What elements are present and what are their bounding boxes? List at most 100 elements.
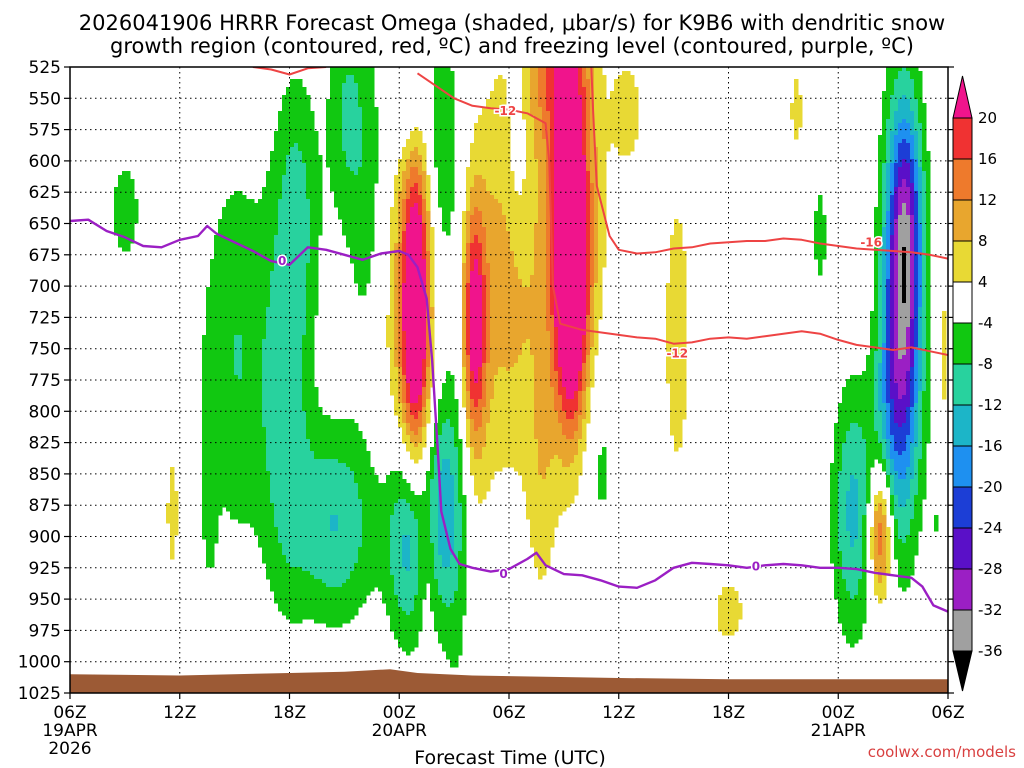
omega-cell [330, 479, 335, 484]
omega-cell [286, 507, 291, 512]
omega-cell [334, 495, 339, 500]
omega-cell [358, 599, 363, 604]
omega-cell [354, 271, 359, 276]
omega-cell [258, 427, 263, 432]
omega-cell [294, 379, 299, 384]
omega-cell [330, 127, 335, 132]
omega-cell [398, 295, 403, 300]
omega-cell [326, 515, 331, 520]
omega-cell [398, 351, 403, 356]
omega-cell [238, 191, 243, 196]
omega-cell [270, 271, 275, 276]
omega-cell [398, 243, 403, 248]
omega-cell [122, 171, 127, 176]
omega-cell [410, 399, 415, 404]
omega-cell [238, 199, 243, 204]
omega-cell [402, 531, 407, 536]
omega-cell [290, 223, 295, 228]
omega-cell [282, 415, 287, 420]
omega-cell [298, 151, 303, 156]
omega-cell [366, 471, 371, 476]
omega-cell [346, 107, 351, 112]
omega-cell [274, 203, 279, 208]
omega-cell [302, 511, 307, 516]
omega-cell [370, 159, 375, 164]
omega-cell [322, 511, 327, 516]
omega-cell [390, 611, 395, 616]
omega-cell [286, 123, 291, 128]
omega-cell [258, 207, 263, 212]
omega-cell [378, 563, 383, 568]
omega-cell [358, 199, 363, 204]
omega-cell [210, 311, 215, 316]
omega-cell [202, 431, 207, 436]
omega-cell [354, 215, 359, 220]
omega-cell [318, 199, 323, 204]
omega-cell [334, 555, 339, 560]
omega-cell [306, 299, 311, 304]
omega-cell [326, 139, 331, 144]
omega-cell [126, 227, 131, 232]
omega-cell [282, 363, 287, 368]
omega-cell [354, 467, 359, 472]
omega-cell [374, 547, 379, 552]
omega-cell [282, 527, 287, 532]
omega-cell [326, 147, 331, 152]
omega-cell [362, 267, 367, 272]
omega-cell [214, 307, 219, 312]
omega-cell [270, 487, 275, 492]
omega-cell [322, 619, 327, 624]
omega-cell [358, 203, 363, 208]
omega-cell [338, 487, 343, 492]
omega-cell [246, 399, 251, 404]
omega-cell [314, 203, 319, 208]
omega-cell [278, 251, 283, 256]
omega-cell [214, 267, 219, 272]
omega-cell [234, 407, 239, 412]
omega-cell [282, 231, 287, 236]
omega-cell [314, 471, 319, 476]
omega-cell [374, 563, 379, 568]
omega-cell [390, 387, 395, 392]
omega-cell [350, 587, 355, 592]
omega-cell [410, 327, 415, 332]
omega-cell [346, 583, 351, 588]
omega-cell [266, 383, 271, 388]
omega-cell [298, 363, 303, 368]
omega-cell [358, 215, 363, 220]
omega-cell [322, 523, 327, 528]
omega-cell [226, 479, 231, 484]
omega-cell [294, 547, 299, 552]
omega-cell [354, 475, 359, 480]
omega-cell [394, 631, 399, 636]
omega-cell [294, 355, 299, 360]
omega-cell [202, 375, 207, 380]
omega-cell [230, 467, 235, 472]
omega-cell [210, 263, 215, 268]
omega-cell [338, 467, 343, 472]
omega-cell [378, 575, 383, 580]
omega-cell [270, 303, 275, 308]
omega-cell [234, 359, 239, 364]
omega-cell [386, 543, 391, 548]
omega-cell [294, 347, 299, 352]
omega-cell [238, 219, 243, 224]
omega-cell [318, 587, 323, 592]
omega-cell [246, 439, 251, 444]
omega-cell [262, 507, 267, 512]
omega-cell [286, 519, 291, 524]
omega-cell [226, 375, 231, 380]
omega-cell [402, 583, 407, 588]
omega-cell [390, 311, 395, 316]
omega-cell [386, 531, 391, 536]
omega-cell [286, 191, 291, 196]
omega-cell [262, 355, 267, 360]
omega-cell [230, 323, 235, 328]
omega-cell [206, 427, 211, 432]
omega-cell [302, 491, 307, 496]
omega-cell [214, 371, 219, 376]
omega-cell [262, 467, 267, 472]
omega-cell [122, 187, 127, 192]
omega-cell [262, 407, 267, 412]
omega-cell [266, 231, 271, 236]
